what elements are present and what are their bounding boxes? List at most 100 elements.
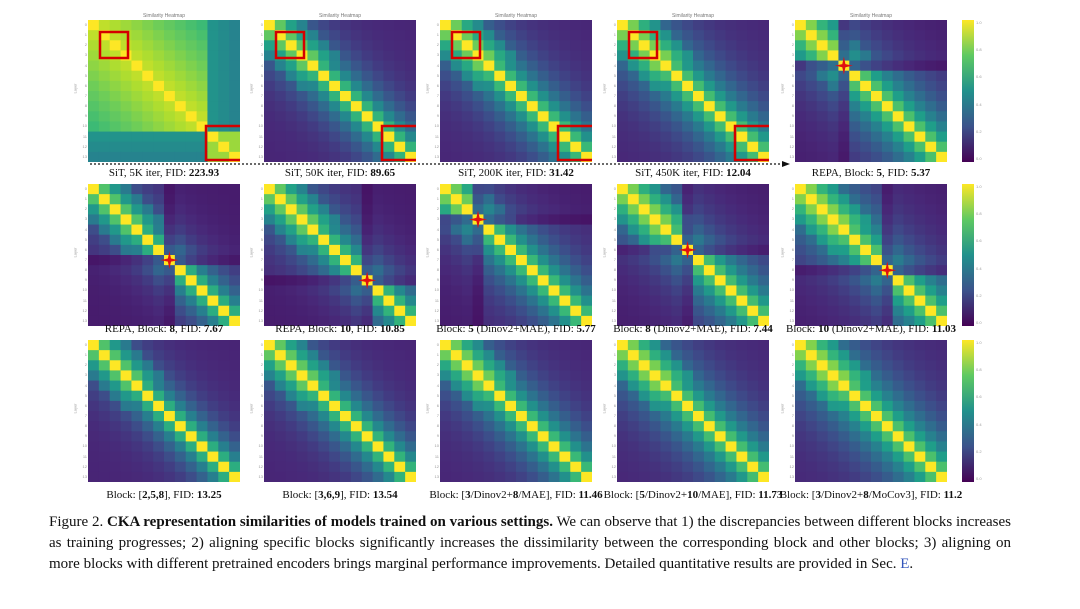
heatmap-cell <box>318 275 330 286</box>
axis-tick-label: 1 <box>260 32 263 38</box>
heatmap-cell <box>361 80 374 92</box>
section-reference-link[interactable]: E <box>900 556 910 572</box>
heatmap-cell <box>936 431 947 442</box>
heatmap-cell <box>98 275 111 286</box>
heatmap-cell <box>795 441 807 453</box>
heatmap-cell <box>450 451 463 463</box>
heatmap-cell <box>725 451 737 463</box>
axis-tick-label: 9 <box>260 113 263 119</box>
heatmap-cell <box>795 255 807 266</box>
axis-tick-label: 8 <box>84 423 87 429</box>
heatmap-cell <box>838 390 850 402</box>
heatmap-cell <box>871 265 883 276</box>
heatmap-cell <box>581 184 592 195</box>
heatmap-cell <box>725 350 737 361</box>
heatmap-cell <box>627 184 640 195</box>
heatmap-cell <box>914 244 926 256</box>
heatmap-cell <box>660 275 672 286</box>
axis-tick-label: 13 <box>258 317 263 323</box>
heatmap-cell <box>682 214 694 226</box>
heatmap-cell <box>627 30 640 41</box>
heatmap-cell <box>660 121 672 133</box>
heatmap-cell <box>505 461 517 473</box>
heatmap-cell <box>795 234 807 246</box>
axis-tick-label: 5 <box>791 72 794 78</box>
heatmap-cell <box>131 255 143 266</box>
heatmap-cell <box>860 141 872 153</box>
heatmap-cell <box>903 111 915 122</box>
heatmap-cell <box>936 244 947 256</box>
heatmap-cell <box>461 431 474 442</box>
heatmap-cell <box>98 20 111 31</box>
heatmap-cell <box>537 111 550 122</box>
heatmap-cell <box>871 141 883 153</box>
heatmap-cell <box>559 20 571 31</box>
heatmap-cell <box>627 111 640 122</box>
axis-tick-label: 12 <box>434 307 439 313</box>
heatmap-cell <box>703 121 716 133</box>
heatmap-cell <box>296 141 308 153</box>
heatmap-cell <box>559 40 571 51</box>
heatmap-cell <box>827 194 839 205</box>
heatmap-cell <box>638 234 651 246</box>
heatmap-cell <box>881 141 894 153</box>
heatmap-cell <box>714 101 727 112</box>
heatmap-cell <box>307 255 319 266</box>
heatmap-cell <box>649 275 661 286</box>
heatmap-cell <box>109 244 122 256</box>
heatmap-cell <box>649 50 661 62</box>
axis-tick-label: 8 <box>436 267 439 273</box>
heatmap-cell <box>892 275 905 286</box>
heatmap-cell <box>725 40 737 51</box>
heatmap-cell <box>472 50 484 62</box>
heatmap-cell <box>548 431 560 442</box>
heatmap-cell <box>440 390 452 402</box>
heatmap-cell <box>394 141 406 153</box>
heatmap-cell <box>617 265 629 276</box>
heatmap-cell <box>340 275 352 286</box>
heatmap-cell <box>218 184 230 195</box>
heatmap-cell <box>914 80 926 92</box>
heatmap-cell <box>394 234 406 246</box>
heatmap-cell <box>372 360 384 371</box>
heatmap-y-axis-label: Layer <box>424 83 430 94</box>
heatmap-cell <box>153 380 165 392</box>
heatmap-cell <box>350 40 363 51</box>
heatmap-cell <box>805 40 818 51</box>
heatmap-cell <box>671 204 683 215</box>
heatmap-cell <box>164 451 176 463</box>
heatmap-cell <box>559 431 571 442</box>
heatmap-cell <box>570 40 582 51</box>
heatmap-cell <box>372 340 384 351</box>
heatmap-cell <box>559 315 571 326</box>
heatmap-cell <box>581 431 592 442</box>
heatmap-cell <box>548 295 560 307</box>
heatmap-cell <box>925 50 937 62</box>
heatmap-cell <box>627 194 640 205</box>
heatmap-cell <box>682 390 694 402</box>
heatmap-cell <box>548 234 560 246</box>
heatmap-cell <box>892 340 905 351</box>
heatmap-cell <box>816 255 829 266</box>
heatmap-cell <box>285 441 298 453</box>
heatmap-cell <box>871 214 883 226</box>
heatmap-cell <box>693 141 705 153</box>
heatmap-cell <box>307 411 319 422</box>
heatmap-cell <box>450 350 463 361</box>
heatmap-cell <box>747 441 759 453</box>
heatmap-cell <box>164 431 176 442</box>
heatmap-cell <box>682 204 694 215</box>
heatmap-cell <box>914 340 926 351</box>
heatmap-cell <box>472 451 484 463</box>
heatmap-cell <box>827 275 839 286</box>
caption-text: , FID: <box>174 323 204 335</box>
heatmap-y-axis: 0 1 2 3 4 5 6 7 8 9 10 11 12 13 <box>78 340 87 482</box>
heatmap-cell <box>350 204 363 215</box>
heatmap-cell <box>925 255 937 266</box>
caption-text: REPA, Block: <box>811 167 877 179</box>
heatmap-cell <box>185 214 198 226</box>
caption-value: 10 <box>818 323 830 335</box>
heatmap-cell <box>285 340 298 351</box>
heatmap-cell <box>461 441 474 453</box>
heatmap-cell <box>638 214 651 226</box>
